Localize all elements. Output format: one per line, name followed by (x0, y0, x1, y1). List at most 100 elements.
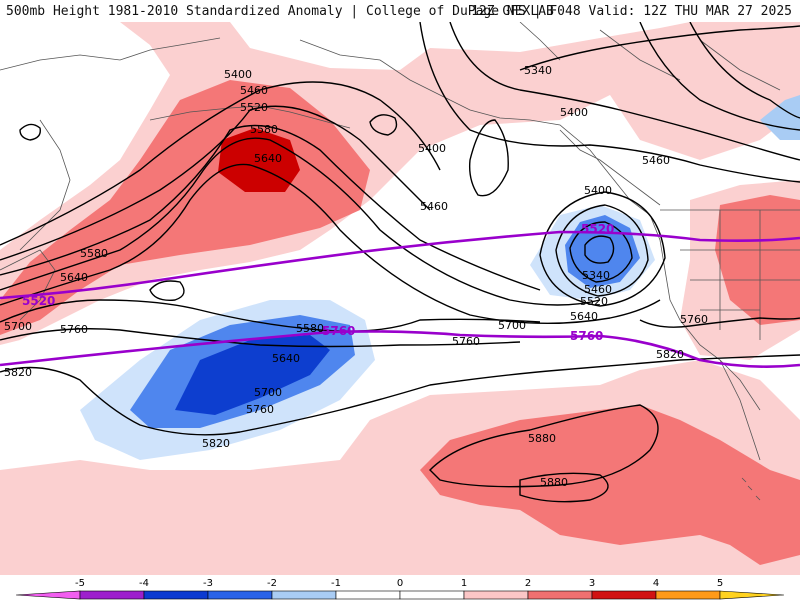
contour-low-5520 (539, 191, 666, 307)
anomaly-neg3-pacific (175, 335, 330, 415)
scale-segment (527, 590, 593, 600)
scale-segment (79, 590, 145, 600)
scale-tick-label: 3 (589, 578, 595, 589)
arctic-islands (519, 22, 781, 91)
contour-ne-5340 (519, 25, 800, 71)
contour-w-loop-2 (149, 280, 185, 301)
contour-5700-west (0, 299, 541, 332)
contour-ne-5460 (419, 22, 800, 183)
label-5460-ne: 5460 (642, 154, 670, 167)
label-5580-c: 5580 (296, 322, 324, 335)
baja (719, 359, 761, 461)
label-5880-b: 5880 (540, 476, 568, 489)
contour-low-5460 (555, 204, 649, 297)
aleutian-chain (149, 105, 351, 129)
label-5520-nw: 5520 (240, 101, 268, 114)
reference-contours (0, 230, 800, 368)
coastlines (0, 22, 800, 501)
hawaii-islands (741, 477, 761, 501)
label-5340-low: 5340 (582, 269, 610, 282)
map-header: 500mb Height 1981-2010 Standardized Anom… (0, 0, 800, 22)
label-ref-5760-e: 5760 (570, 329, 603, 343)
contour-5640-west (0, 163, 661, 325)
scale-tick-label: -4 (139, 578, 149, 589)
scale-tick-label: 1 (461, 578, 467, 589)
label-5640-nw: 5640 (254, 152, 282, 165)
scale-tick-label: 2 (525, 578, 531, 589)
label-ref-5520-w: 5520 (22, 294, 55, 308)
scale-tick-label: 5 (717, 578, 723, 589)
label-5880-a: 5880 (528, 432, 556, 445)
label-5820-c: 5820 (202, 437, 230, 450)
scale-tick-label: 4 (653, 578, 659, 589)
japan-coast (0, 249, 56, 321)
label-5700-mid: 5700 (498, 319, 526, 332)
scale-bar (15, 590, 785, 600)
scale-tick-label: -5 (75, 578, 85, 589)
label-5760-c: 5760 (246, 403, 274, 416)
label-ref-5760-w: 5760 (322, 324, 355, 338)
label-5460-nw: 5460 (240, 84, 268, 97)
label-5340-n: 5340 (524, 64, 552, 77)
bc-coast (559, 129, 661, 206)
kamchatka (19, 119, 71, 251)
scale-arrow-right (719, 590, 785, 600)
label-5460-low: 5460 (584, 283, 612, 296)
reference-5760 (0, 330, 800, 368)
product-title: 500mb Height 1981-2010 Standardized Anom… (6, 4, 554, 19)
anomaly-map: 5400 5460 5520 5580 5640 5340 5400 5400 … (0, 22, 800, 575)
anomaly-pos2-east (715, 195, 800, 325)
label-5700-w: 5700 (4, 320, 32, 333)
scale-arrow-left (15, 590, 81, 600)
contour-low-5400 (569, 221, 633, 283)
contour-5760-west (0, 328, 521, 348)
contour-5580-west (0, 137, 601, 306)
label-5760-ca: 5760 (680, 313, 708, 326)
scale-tick-label: -1 (331, 578, 341, 589)
contour-ne-loop (468, 119, 509, 197)
contour-5880-south-2 (519, 472, 609, 503)
state-borders (660, 209, 800, 340)
label-5580-w: 5580 (80, 247, 108, 260)
contour-5460-west (0, 105, 431, 261)
reference-5520 (0, 230, 800, 300)
contour-5820-west (0, 354, 800, 436)
label-5400-nw: 5400 (224, 68, 252, 81)
contour-ne-arc-2 (639, 22, 800, 131)
label-5820-mx: 5820 (656, 348, 684, 361)
label-5580-nw: 5580 (250, 123, 278, 136)
contour-w-loop (19, 123, 41, 141)
scale-segment (591, 590, 657, 600)
contour-low-5340 (584, 235, 615, 264)
anomaly-pos3-core (218, 128, 300, 192)
label-5700-c: 5700 (254, 386, 282, 399)
contour-5400-west (0, 81, 441, 246)
contour-5880-south (429, 404, 659, 488)
label-5760-mid: 5760 (452, 335, 480, 348)
scale-segment (143, 590, 209, 600)
label-5640-low: 5640 (570, 310, 598, 323)
contour-ne-arc (689, 22, 800, 119)
siberia-coast (0, 37, 221, 71)
scale-tick-label: -3 (203, 578, 213, 589)
contour-mx-5760 (639, 317, 800, 328)
contour-ak-loop (369, 114, 398, 136)
label-5520-low: 5520 (580, 295, 608, 308)
contour-5520-west (0, 124, 541, 291)
scale-segment (335, 590, 401, 600)
anomaly-pos2-south (420, 405, 800, 565)
alaska-coast (299, 39, 651, 216)
label-5640-c: 5640 (272, 352, 300, 365)
label-5760-w: 5760 (60, 323, 88, 336)
label-ref-5520-e: 5520 (581, 222, 614, 236)
scale-segment (399, 590, 465, 600)
anomaly-color-scale: -5 -4 -3 -2 -1 0 1 2 3 4 5 (0, 575, 800, 600)
scale-segment (271, 590, 337, 600)
run-valid-time: 12Z GFS | F048 Valid: 12Z THU MAR 27 202… (471, 4, 792, 19)
reference-labels: 5520 5520 5760 5760 (22, 222, 614, 343)
label-5400-ne: 5400 (560, 106, 588, 119)
contour-labels: 5400 5460 5520 5580 5640 5340 5400 5400 … (4, 64, 708, 489)
scale-tick-labels: -5 -4 -3 -2 -1 0 1 2 3 4 5 (75, 578, 723, 589)
height-contours (0, 22, 800, 503)
label-5460-ak: 5460 (420, 200, 448, 213)
